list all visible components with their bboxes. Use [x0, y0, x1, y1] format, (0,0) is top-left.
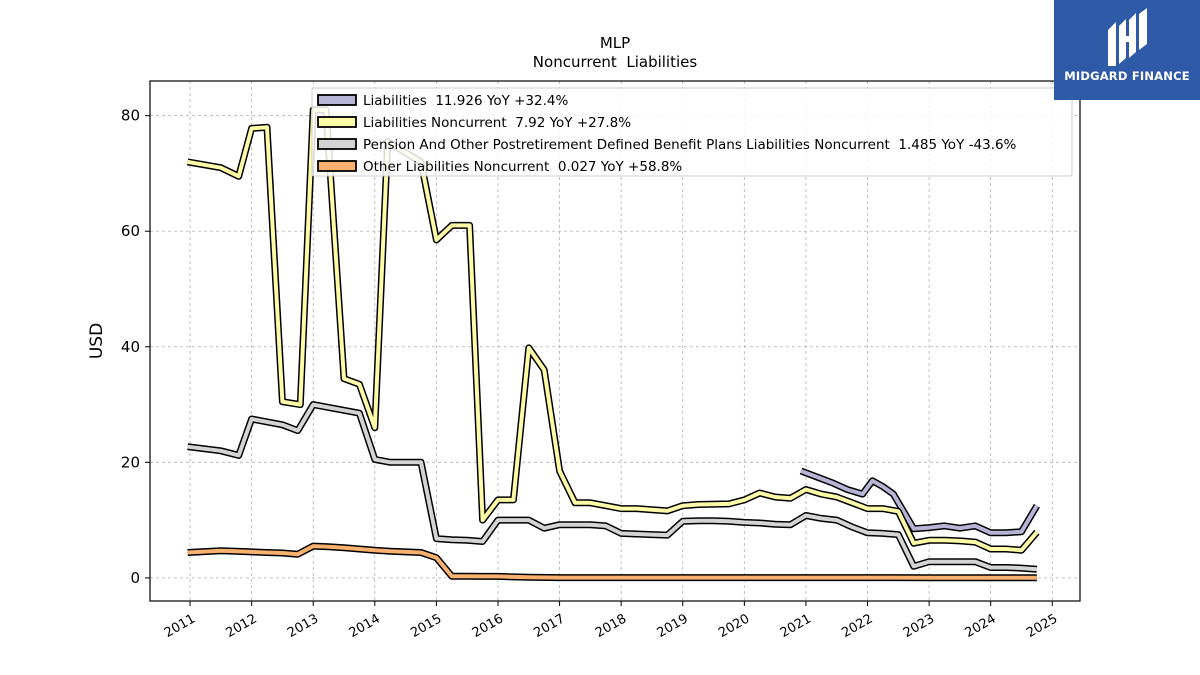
- series-path: [187, 544, 1037, 580]
- y-tick-label: 40: [121, 338, 140, 356]
- x-tick-label: 2021: [778, 611, 814, 641]
- x-tick-label: 2025: [1024, 611, 1060, 641]
- x-tick-label: 2018: [593, 611, 629, 641]
- chart-title: MLP: [600, 34, 630, 52]
- series-line-2: [187, 401, 1038, 573]
- x-tick-label: 2012: [223, 611, 259, 641]
- series-line-1: [186, 106, 1040, 554]
- series-line-3: [187, 542, 1037, 582]
- x-tick-label: 2022: [839, 611, 875, 641]
- y-axis: 0 20 40 60 80: [121, 107, 150, 587]
- legend-frame: [311, 87, 1073, 177]
- chart-subtitle: Noncurrent Liabilities: [533, 53, 698, 71]
- y-tick-label: 0: [130, 569, 140, 587]
- x-tick-label: 2014: [347, 611, 383, 641]
- x-tick-label: 2015: [408, 611, 444, 641]
- x-tick-label: 2023: [901, 611, 937, 641]
- series-line-0: [799, 467, 1040, 537]
- brand-logo: MIDGARD FINANCE: [1054, 0, 1200, 100]
- legend-swatch: [317, 160, 357, 172]
- brand-name: MIDGARD FINANCE: [1064, 69, 1190, 83]
- series-path: [187, 402, 1038, 572]
- y-axis-label: USD: [87, 323, 107, 359]
- y-tick-label: 80: [121, 107, 140, 125]
- y-tick-label: 20: [121, 453, 140, 471]
- legend-swatch: [317, 138, 357, 150]
- x-tick-label: 2020: [716, 611, 752, 641]
- x-tick-label: 2011: [162, 611, 198, 641]
- series-path: [800, 469, 1039, 535]
- legend: Liabilities 11.926 YoY +32.4% Liabilities…: [311, 87, 1073, 177]
- plot-frame: [149, 80, 1081, 602]
- series-lines: [186, 106, 1040, 582]
- legend-label: Other Liabilities Noncurrent 0.027 YoY +…: [363, 159, 682, 175]
- x-tick-label: 2019: [655, 611, 691, 641]
- legend-swatch: [317, 94, 357, 106]
- x-tick-label: 2024: [963, 611, 999, 641]
- series-path: [187, 107, 1039, 553]
- midgard-logo-icon: [1108, 8, 1147, 66]
- x-tick-label: 2017: [531, 611, 567, 641]
- legend-label: Liabilities Noncurrent 7.92 YoY +27.8%: [363, 115, 631, 131]
- legend-swatch: [317, 116, 357, 128]
- x-axis: 2011 2012 2013 2014 2015 2016 2017 2018 2019 2020…: [162, 601, 1060, 641]
- legend-label: Pension And Other Postretirement Defined…: [363, 137, 1017, 153]
- x-tick-label: 2016: [470, 611, 506, 641]
- y-tick-label: 60: [121, 222, 140, 240]
- legend-label: Liabilities 11.926 YoY +32.4%: [363, 93, 568, 109]
- x-tick-label: 2013: [285, 611, 321, 641]
